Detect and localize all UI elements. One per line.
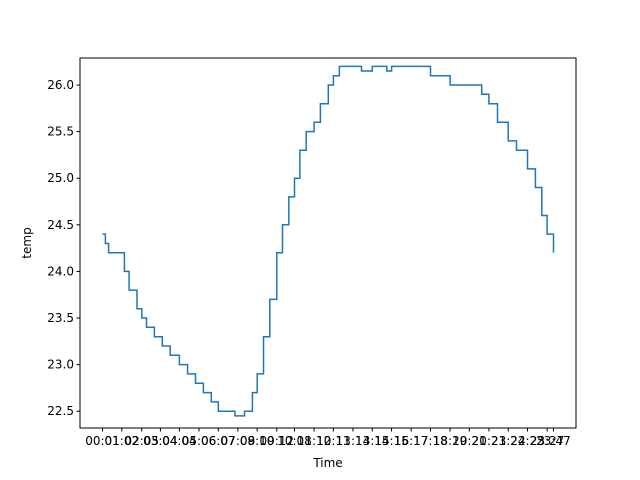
x-tick-label: 17:18 [413, 434, 448, 448]
axes-frame [79, 57, 577, 429]
y-tick-label: 23.5 [47, 311, 74, 325]
y-tick-label: 25.5 [47, 125, 74, 139]
x-tick-label: 08:10 [240, 434, 275, 448]
x-tick-label: 10:08 [277, 434, 312, 448]
x-tick-label: 02:05 [124, 434, 159, 448]
plot-area [102, 65, 555, 417]
x-tick-label: 09:12 [259, 434, 294, 448]
x-tick-label: 11:10 [297, 434, 332, 448]
y-axis-label: temp [20, 227, 34, 258]
x-tick-label: 23:27 [530, 434, 565, 448]
x-tick-label: 22:25 [510, 434, 545, 448]
x-tick-label: 07:09 [221, 434, 256, 448]
y-tick-label: 24.5 [47, 218, 74, 232]
x-tick-label: 13:13 [336, 434, 371, 448]
x-axis-label: Time [312, 456, 342, 470]
x-tick-label: 12:11 [316, 434, 351, 448]
y-tick-label: 23.0 [47, 358, 74, 372]
x-tick-label: 19:21 [452, 434, 487, 448]
x-tick-label: 05:06 [182, 434, 217, 448]
x-tick-label: 01:02 [105, 434, 140, 448]
x-tick-label: 21:24 [491, 434, 526, 448]
x-tick-label: 04:04 [162, 434, 197, 448]
x-tick-label: 23:47 [536, 434, 571, 448]
y-tick-label: 26.0 [47, 78, 74, 92]
x-tick-label: 14:14 [355, 434, 390, 448]
x-tick-label: 00:01 [85, 434, 120, 448]
y-axis-ticks: 22.5 23.0 23.5 24.0 24.5 25.0 25.5 26.0 [47, 78, 80, 418]
x-tick-label: 15:15 [374, 434, 409, 448]
y-tick-label: 22.5 [47, 404, 74, 418]
x-tick-label: 18:20 [433, 434, 468, 448]
x-tick-label: 06:07 [201, 434, 236, 448]
x-tick-label: 03:04 [143, 434, 178, 448]
x-tick-label: 20:23 [472, 434, 507, 448]
y-tick-label: 24.0 [47, 264, 74, 278]
series-line [102, 65, 555, 417]
x-axis-ticks: 00:0101:0202:0503:0404:0405:0606:0707:09… [85, 428, 571, 448]
x-tick-label: 16:17 [394, 434, 429, 448]
y-tick-label: 25.0 [47, 171, 74, 185]
